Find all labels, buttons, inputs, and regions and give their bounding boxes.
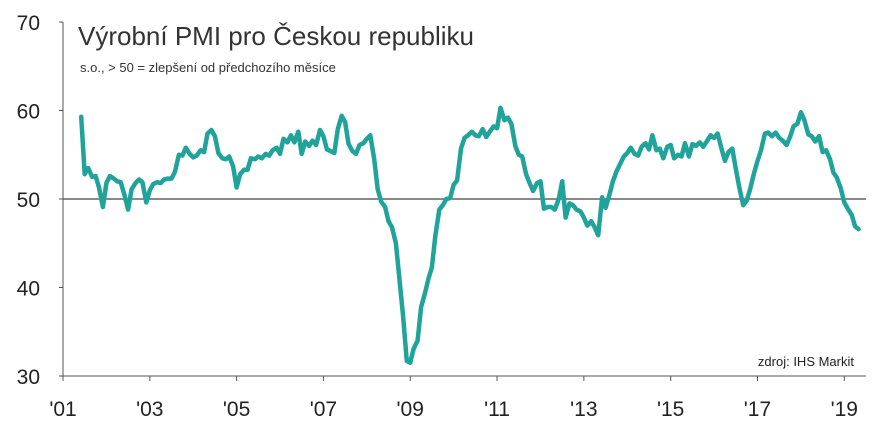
x-tick-label: '19 — [831, 398, 858, 421]
x-tick-label: '17 — [744, 398, 771, 421]
axes — [62, 22, 866, 377]
y-tick-labels: 30 40 50 60 70 — [17, 12, 63, 389]
y-tick-label: 50 — [17, 189, 40, 212]
y-tick-label: 60 — [17, 101, 40, 124]
x-tick-label: '09 — [397, 398, 424, 421]
chart-title: Výrobní PMI pro Českou republiku — [78, 21, 474, 51]
y-tick-label: 70 — [17, 12, 40, 35]
x-tick-label: '05 — [223, 398, 250, 421]
x-tick-labels: '01 '03 '05 '07 '09 '11 '13 '15 '17 '19 — [49, 376, 858, 421]
x-tick-label: '11 — [484, 398, 510, 421]
series-line-pmi — [78, 105, 861, 365]
x-tick-label: '15 — [657, 398, 684, 421]
source-note: zdroj: IHS Markit — [758, 354, 854, 369]
x-tick-label: '13 — [570, 398, 597, 421]
y-tick-label: 40 — [17, 278, 40, 301]
x-tick-label: '01 — [49, 398, 76, 421]
x-tick-label: '07 — [310, 398, 337, 421]
x-tick-label: '03 — [136, 398, 163, 421]
chart-subtitle: s.o., > 50 = zlepšení od předchozího měs… — [80, 60, 336, 75]
y-tick-label: 30 — [17, 366, 40, 389]
